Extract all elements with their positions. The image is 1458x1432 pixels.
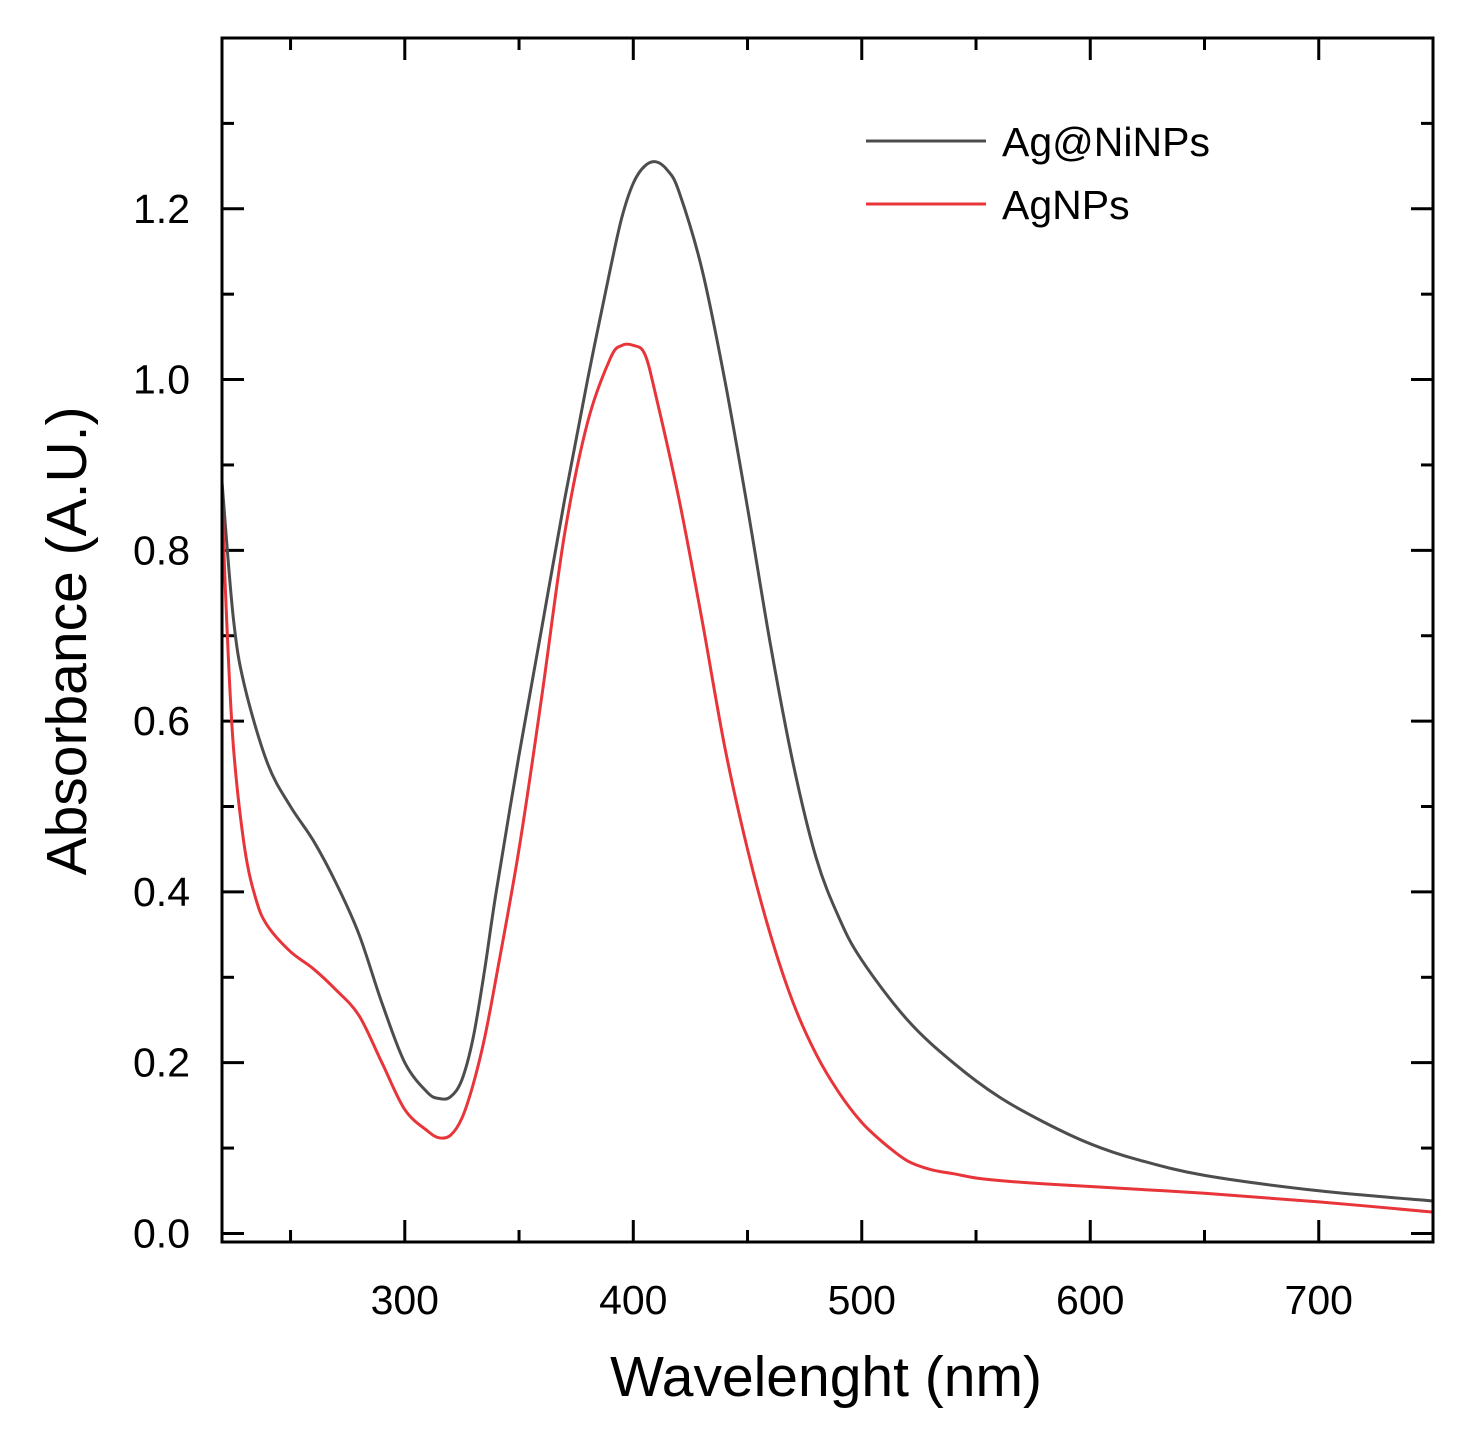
x-tick-label: 400 [599, 1277, 667, 1323]
y-axis-tick-labels: 0.0 0.2 0.4 0.6 0.8 1.0 1.2 [133, 186, 190, 1257]
y-axis-title: Absorbance (A.U.) [35, 407, 99, 876]
plot-frame [220, 36, 1435, 1244]
y-tick-label: 0.8 [133, 527, 190, 573]
legend-label-ag-ninps: Ag@NiNPs [1002, 119, 1210, 165]
y-tick-label: 0.6 [133, 698, 190, 744]
x-axis-ticks [289, 38, 1321, 1242]
y-tick-label: 1.2 [133, 186, 190, 232]
x-tick-label: 300 [371, 1277, 439, 1323]
x-tick-label: 700 [1285, 1277, 1353, 1323]
y-tick-label: 0.4 [133, 869, 190, 915]
series-line-ag-ninps [220, 160, 1434, 1203]
y-tick-label: 0.2 [133, 1040, 190, 1086]
y-axis-ticks [222, 121, 1433, 1235]
x-tick-label: 600 [1056, 1277, 1124, 1323]
y-tick-label: 0.0 [133, 1210, 190, 1256]
x-tick-label: 500 [828, 1277, 896, 1323]
series-layer [220, 160, 1434, 1214]
x-axis-title: Wavelenght (nm) [610, 1345, 1042, 1409]
legend-label-agnps: AgNPs [1002, 182, 1130, 228]
legend: Ag@NiNPs AgNPs [866, 119, 1210, 228]
y-tick-label: 1.0 [133, 357, 190, 403]
series-line-agnps [220, 342, 1434, 1214]
x-axis-tick-labels: 300 400 500 600 700 [371, 1277, 1353, 1323]
